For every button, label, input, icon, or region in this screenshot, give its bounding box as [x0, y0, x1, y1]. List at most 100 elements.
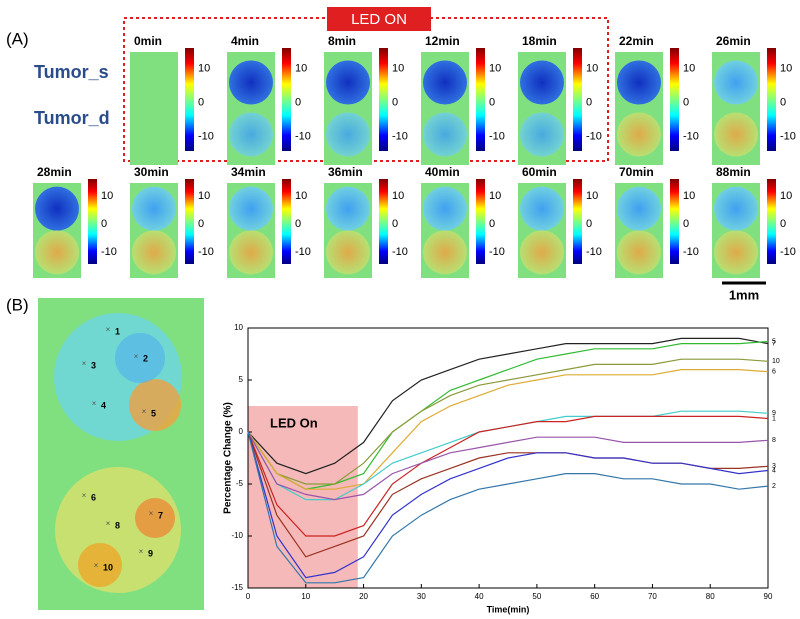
colorbar-tick: -10 [780, 246, 796, 258]
colorbar-tick: -10 [780, 130, 796, 142]
colorbar-tick: 0 [295, 96, 301, 108]
x-tick-label: 80 [706, 592, 715, 601]
x-tick-label: 20 [359, 592, 368, 601]
x-tick-label: 40 [475, 592, 484, 601]
frame-label: 30min [134, 165, 169, 179]
y-tick-label: 10 [234, 323, 243, 332]
colorbar [767, 179, 776, 264]
y-tick-label: 5 [239, 375, 244, 384]
tumor-d [423, 112, 467, 157]
frame-label: 22min [619, 34, 654, 48]
colorbar-tick: -10 [683, 130, 699, 142]
colorbar-tick: 10 [295, 63, 307, 75]
hot-spot [129, 379, 181, 431]
series-label: 7 [772, 340, 776, 347]
frame-label: 28min [37, 165, 72, 179]
x-tick-label: 70 [648, 592, 657, 601]
point-label: 6 [91, 492, 96, 502]
x-tick-label: 50 [532, 592, 541, 601]
point-marker: × [139, 547, 144, 556]
colorbar-tick: 10 [489, 63, 501, 75]
tumor-s [132, 186, 176, 231]
x-axis-label: Time(min) [487, 604, 530, 614]
frame-image [130, 52, 178, 165]
colorbar-tick: 10 [198, 190, 210, 202]
y-tick-label: 0 [239, 427, 244, 436]
y-tick-label: -5 [236, 479, 244, 488]
tumor-d [617, 112, 661, 157]
series-line [247, 431, 769, 501]
series-label: 2 [772, 483, 776, 490]
tumor-s [617, 186, 661, 231]
colorbar-tick: -10 [586, 130, 602, 142]
colorbar-tick: -10 [198, 246, 214, 258]
tumor-d [423, 230, 467, 275]
tumor-d [520, 230, 564, 275]
cool-spot [115, 333, 165, 383]
series-line [247, 358, 769, 485]
tumor-s [714, 60, 758, 105]
led-badge [327, 7, 431, 31]
tumor-d [520, 112, 564, 157]
colorbar-tick: 10 [101, 190, 113, 202]
row-label: Tumor_s [34, 62, 109, 82]
hot-spot [135, 498, 175, 538]
series-line [247, 337, 769, 475]
colorbar-tick: 0 [683, 218, 689, 230]
tumor-s [326, 60, 370, 105]
colorbar-tick: 0 [198, 218, 204, 230]
colorbar [379, 48, 388, 151]
point-marker: × [106, 519, 111, 528]
point-label: 7 [158, 510, 163, 520]
series-line [247, 431, 769, 584]
series-label: 6 [772, 369, 776, 376]
colorbar-tick: 0 [392, 218, 398, 230]
point-label: 1 [115, 326, 120, 336]
colorbar-tick: 10 [683, 63, 695, 75]
series-label: 4 [772, 467, 776, 474]
colorbar-tick: -10 [295, 246, 311, 258]
frame-label: 18min [522, 34, 557, 48]
colorbar-tick: 0 [392, 96, 398, 108]
point-marker: × [82, 491, 87, 500]
series-label: 5 [772, 338, 776, 345]
colorbar-tick: 0 [198, 96, 204, 108]
tumor-s [229, 60, 273, 105]
frame-label: 34min [231, 165, 266, 179]
frame-label: 88min [716, 165, 751, 179]
colorbar [185, 48, 194, 151]
panel-label: (A) [6, 29, 29, 48]
colorbar [573, 48, 582, 151]
frame-label: 40min [425, 165, 460, 179]
tumor-s [520, 60, 564, 105]
colorbar-tick: 0 [586, 218, 592, 230]
colorbar [476, 48, 485, 151]
colorbar [185, 179, 194, 264]
colorbar [282, 48, 291, 151]
frame-label: 4min [231, 34, 259, 48]
colorbar-tick: 0 [101, 218, 107, 230]
colorbar-tick: -10 [489, 130, 505, 142]
frame-label: 60min [522, 165, 557, 179]
colorbar-tick: 10 [295, 190, 307, 202]
colorbar-tick: -10 [683, 246, 699, 258]
x-tick-label: 60 [590, 592, 599, 601]
colorbar [476, 179, 485, 264]
colorbar [670, 48, 679, 151]
tumor-s [35, 186, 79, 231]
tumor-d [714, 112, 758, 157]
series-line [247, 369, 769, 490]
x-tick-label: 90 [764, 592, 773, 601]
frame-label: 36min [328, 165, 363, 179]
tumor-s [714, 186, 758, 231]
colorbar [670, 179, 679, 264]
colorbar [88, 179, 97, 264]
colorbar-tick: 0 [489, 218, 495, 230]
tumor-s [520, 186, 564, 231]
tumor-s [229, 186, 273, 231]
hot-spot [78, 543, 122, 587]
point-marker: × [94, 561, 99, 570]
series-label: 10 [772, 358, 780, 365]
x-tick-label: 30 [417, 592, 426, 601]
colorbar-tick: 10 [586, 190, 598, 202]
